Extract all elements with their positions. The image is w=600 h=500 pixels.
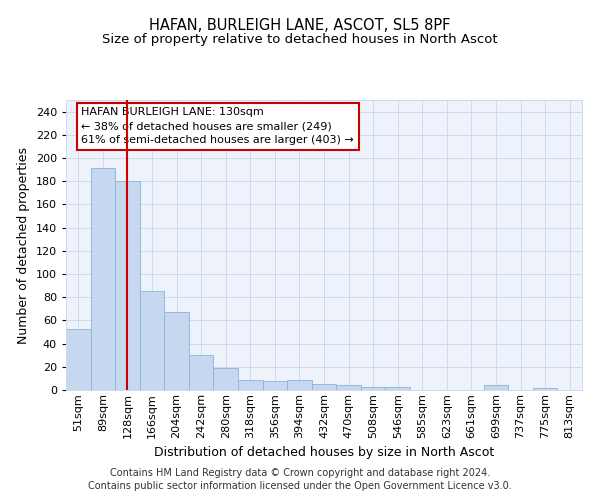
Text: HAFAN BURLEIGH LANE: 130sqm
← 38% of detached houses are smaller (249)
61% of se: HAFAN BURLEIGH LANE: 130sqm ← 38% of det… <box>82 108 354 146</box>
Bar <box>361 386 385 390</box>
Bar <box>115 181 140 390</box>
Bar <box>91 168 115 390</box>
Bar <box>189 355 214 390</box>
Bar <box>533 388 557 390</box>
Text: Size of property relative to detached houses in North Ascot: Size of property relative to detached ho… <box>102 32 498 46</box>
Bar <box>214 368 238 390</box>
Bar <box>484 386 508 390</box>
Text: Contains HM Land Registry data © Crown copyright and database right 2024.: Contains HM Land Registry data © Crown c… <box>110 468 490 477</box>
Text: HAFAN, BURLEIGH LANE, ASCOT, SL5 8PF: HAFAN, BURLEIGH LANE, ASCOT, SL5 8PF <box>149 18 451 32</box>
Bar <box>312 384 336 390</box>
Bar <box>164 312 189 390</box>
Bar <box>238 380 263 390</box>
Bar <box>263 380 287 390</box>
Text: Contains public sector information licensed under the Open Government Licence v3: Contains public sector information licen… <box>88 481 512 491</box>
Bar <box>336 386 361 390</box>
Bar <box>287 380 312 390</box>
Y-axis label: Number of detached properties: Number of detached properties <box>17 146 30 344</box>
X-axis label: Distribution of detached houses by size in North Ascot: Distribution of detached houses by size … <box>154 446 494 459</box>
Bar <box>385 386 410 390</box>
Bar <box>66 328 91 390</box>
Bar <box>140 292 164 390</box>
